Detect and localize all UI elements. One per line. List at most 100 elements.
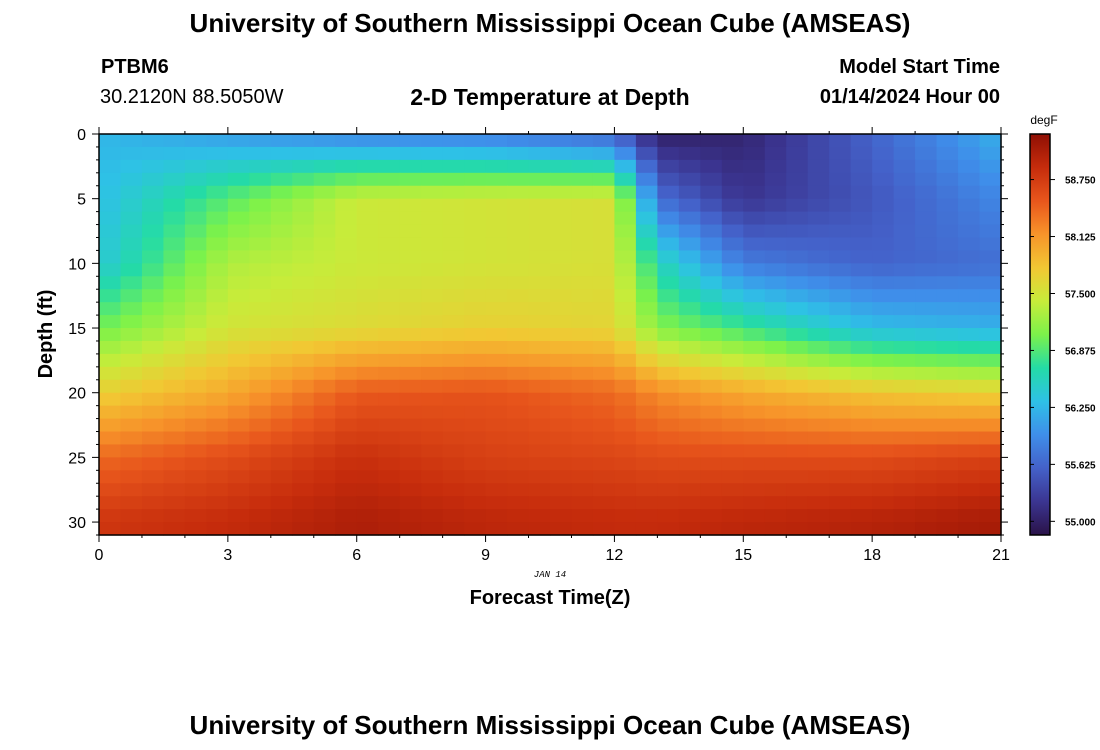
heatmap-cell [399, 483, 422, 497]
heatmap-cell [936, 237, 959, 252]
heatmap-cell [700, 263, 723, 277]
heatmap-cell [635, 276, 658, 290]
heatmap-cell [507, 483, 530, 497]
heatmap-cell [829, 172, 852, 187]
heatmap-cell [571, 328, 594, 342]
heatmap-cell [829, 198, 852, 213]
heatmap-cell [464, 353, 487, 368]
heatmap-cell [313, 509, 336, 523]
heatmap-cell [99, 483, 122, 497]
heatmap-cell [141, 418, 165, 433]
heatmap-cell [657, 470, 680, 484]
heatmap-cell [421, 522, 444, 536]
heatmap-cell [614, 509, 637, 523]
heatmap-cell [249, 509, 272, 523]
heatmap-cell [614, 522, 637, 536]
heatmap-cell [657, 418, 680, 433]
heatmap-cell [335, 250, 358, 264]
heatmap-cell [378, 522, 401, 536]
heatmap-cell [335, 340, 358, 355]
heatmap-cell [99, 353, 122, 368]
heatmap-cell [571, 457, 594, 471]
heatmap-cell [335, 315, 358, 329]
heatmap-cell [442, 405, 465, 420]
heatmap-cell [249, 353, 272, 368]
heatmap-cell [421, 237, 444, 252]
heatmap-cell [313, 146, 336, 161]
heatmap-cell [335, 509, 358, 523]
heatmap-cell [227, 134, 250, 148]
heatmap-cell [356, 250, 379, 264]
heatmap-cell [528, 509, 551, 523]
heatmap-cell [528, 250, 551, 264]
heatmap-cell [807, 418, 830, 433]
heatmap-cell [893, 172, 916, 187]
heatmap-cell [829, 353, 852, 368]
heatmap-cell [807, 211, 830, 226]
heatmap-cell [184, 250, 207, 264]
heatmap-cell [270, 263, 293, 277]
heatmap-cell [356, 379, 379, 394]
heatmap-cell [141, 496, 165, 510]
heatmap-cell [356, 340, 379, 355]
heatmap-cell [485, 496, 508, 510]
heatmap-cell [958, 431, 981, 446]
heatmap-cell [335, 366, 358, 381]
heatmap-cell [872, 392, 895, 407]
heatmap-cell [786, 263, 809, 277]
heatmap-cell [915, 418, 938, 433]
heatmap-cell [979, 340, 1002, 355]
heatmap-cell [356, 198, 379, 213]
heatmap-cell [421, 379, 444, 394]
heatmap-cell [227, 315, 250, 329]
heatmap-cell [292, 263, 315, 277]
heatmap-cell [335, 146, 358, 161]
heatmap-cell [120, 509, 143, 523]
heatmap-cell [507, 146, 530, 161]
heatmap-cell [678, 198, 701, 213]
heatmap-cell [184, 146, 207, 161]
heatmap-cell [936, 250, 959, 264]
heatmap-cell [184, 522, 207, 536]
heatmap-cell [764, 146, 787, 161]
heatmap-cell [829, 379, 852, 394]
heatmap-cell [657, 211, 680, 226]
heatmap-cell [184, 224, 207, 239]
heatmap-cell [915, 340, 938, 355]
heatmap-cell [163, 289, 186, 303]
heatmap-cell [915, 146, 938, 161]
heatmap-cell [99, 340, 122, 355]
heatmap-cell [378, 237, 401, 252]
x-tick-label: 21 [992, 547, 1010, 564]
heatmap-cell [979, 470, 1002, 484]
heatmap-cell [399, 289, 422, 303]
x-tick-label: 18 [863, 547, 881, 564]
heatmap-cell [270, 379, 293, 394]
heatmap-cell [378, 431, 401, 446]
heatmap-cell [786, 379, 809, 394]
heatmap-cell [249, 457, 272, 471]
heatmap-cell [378, 302, 401, 316]
heatmap-cell [399, 134, 422, 148]
heatmap-cell [335, 134, 358, 148]
heatmap-cell [979, 237, 1002, 252]
heatmap-cell [163, 496, 186, 510]
heatmap-cell [292, 211, 315, 226]
heatmap-cell [807, 431, 830, 446]
heatmap-cell [550, 172, 573, 187]
heatmap-cell [657, 483, 680, 497]
heatmap-cell [442, 483, 465, 497]
heatmap-cell [120, 444, 143, 458]
heatmap-cell [356, 172, 379, 187]
heatmap-cell [507, 172, 530, 187]
heatmap-cell [614, 457, 637, 471]
heatmap-cell [893, 470, 916, 484]
heatmap-cell [936, 315, 959, 329]
heatmap-cell [592, 379, 616, 394]
heatmap-cell [120, 431, 143, 446]
heatmap-cell [979, 289, 1002, 303]
heatmap-cell [893, 276, 916, 290]
heatmap-cell [979, 263, 1002, 277]
heatmap-cell [356, 328, 379, 342]
heatmap-cell [893, 250, 916, 264]
